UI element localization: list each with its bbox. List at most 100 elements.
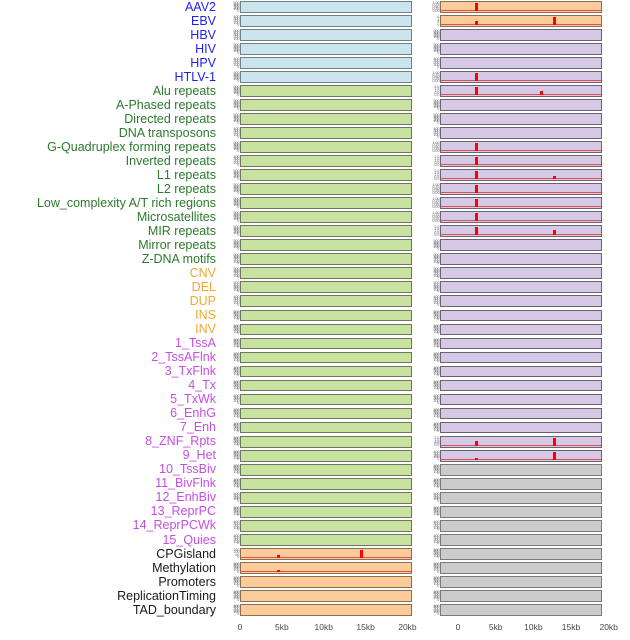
data-bar: [475, 157, 479, 166]
y-tick-label: 1.00: [432, 140, 439, 146]
track-panel-left: [240, 113, 412, 125]
track-panel-left: [240, 239, 412, 252]
track-column-left: 400 300 200 100 0: [222, 127, 422, 140]
track-panel-left: [240, 435, 412, 448]
y-tick-label: 0.5: [434, 174, 439, 179]
data-bar: [553, 175, 557, 180]
track-column-right: 500 400 300 200 100 0: [422, 99, 612, 111]
track-label-5-txwk: 5_TxWk: [0, 393, 222, 406]
y-tick-label: 100: [232, 342, 239, 348]
y-tick-label: 0.75: [432, 184, 439, 190]
track-column-right: 500 400 300 200 100 0: [422, 351, 612, 364]
x-tick-label: 0: [237, 622, 243, 632]
track-panel-right: [440, 169, 602, 182]
track-row: 8_ZNF_Rpts 500 400 300 200 100 0 2.0 1.5 1.0 0.5 0.…: [0, 435, 630, 448]
y-tick-label: 300: [232, 241, 239, 247]
y-tick-label: 500: [432, 476, 439, 482]
track-panel-left: [240, 211, 412, 224]
track-column-left: 500 400 300 200 100 0: [222, 85, 422, 97]
y-tick-label: 0.00: [432, 77, 439, 83]
y-tick-label: 400: [232, 30, 239, 35]
baseline: [241, 570, 411, 572]
y-tick-label: 400: [432, 448, 439, 454]
y-tick-label: 300: [232, 492, 239, 498]
track-row: CNV 500 400 300 200 100 0 500 400 300 200 100 0: [0, 267, 630, 280]
track-label-microsatellites: Microsatellites: [0, 211, 222, 223]
data-bar: [475, 227, 479, 236]
y-tick-label: 200: [432, 383, 439, 389]
y-tick-label: 400: [232, 590, 239, 596]
track-row: 3_TxFlnk 500 400 300 200 100 0 500 400 300 200 100 0: [0, 365, 630, 378]
y-tick-label: 100: [232, 356, 239, 362]
track-panel-left: [240, 295, 412, 308]
y-tick-label: 0: [236, 358, 239, 364]
y-tick-label: 100: [432, 328, 439, 334]
baseline: [241, 556, 411, 558]
y-tick-label: 1.5: [434, 86, 439, 91]
y-tick-label: 100: [232, 202, 239, 208]
y-tick-label: 500: [432, 42, 439, 47]
y-tick-label: 1.00: [432, 70, 439, 76]
y-tick-label: 1.5: [434, 226, 439, 232]
y-tick-label: 0.25: [432, 216, 439, 221]
y-axis-ticks: 500 400 300 200 100 0: [222, 281, 240, 293]
y-tick-label: 200: [432, 565, 439, 571]
y-tick-label: 400: [432, 282, 439, 287]
track-column-right: 1.00 0.75 0.50 0.25 0.00: [422, 197, 612, 210]
track-column-right: 500 400 300 200 100 0: [422, 589, 612, 602]
track-row: 4_Tx 500 400 300 200 100 0 500 400 300 200 100 0: [0, 379, 630, 392]
y-tick-label: 0: [236, 330, 239, 336]
track-row: 14_ReprPCWk 400 300 200 100 0 400 300 200 100 0: [0, 519, 630, 532]
track-panel-left: [240, 141, 412, 154]
y-tick-label: 400: [232, 408, 239, 414]
y-axis-ticks: 500 400 300 200 100 0: [422, 267, 440, 279]
y-tick-label: 2.0: [434, 84, 439, 90]
track-panel-left: [240, 1, 412, 13]
track-label-text: 11_BivFlnk: [155, 476, 216, 491]
y-axis-ticks: 500 400 300 200 100 0: [222, 309, 240, 322]
y-tick-label: 200: [232, 341, 239, 346]
y-tick-label: 400: [432, 366, 439, 371]
y-tick-label: 0.5: [434, 160, 439, 165]
y-tick-label: 200: [232, 4, 239, 10]
track-column-left: 500 400 300 200 100 0: [222, 225, 422, 238]
y-tick-label: 500: [432, 406, 439, 412]
track-label-tad-boundary: TAD_boundary: [0, 604, 222, 616]
y-axis-ticks: 500 400 300 200 100 0: [422, 365, 440, 378]
y-tick-label: 400: [232, 85, 239, 91]
track-label-ebv: EBV: [0, 15, 222, 27]
track-panel-right: [440, 1, 602, 13]
y-tick-label: 300: [432, 394, 439, 400]
track-panel-left: [240, 267, 412, 280]
y-tick-label: 0.25: [432, 202, 439, 207]
data-bar: [539, 91, 543, 95]
track-column-left: 500 400 300 200 100 0: [222, 463, 422, 476]
y-tick-label: 100: [432, 511, 439, 516]
y-tick-label: 200: [232, 229, 239, 234]
y-tick-label: 500: [432, 575, 439, 580]
y-tick-label: 200: [432, 257, 439, 262]
data-bar: [553, 437, 557, 446]
track-label-2-tssaflnk: 2_TssAFlnk: [0, 351, 222, 364]
y-tick-label: 200: [232, 509, 239, 515]
y-axis-ticks: 500 400 300 200 100 0: [222, 253, 240, 265]
y-tick-label: 100: [432, 398, 439, 404]
y-tick-label: 100: [232, 300, 239, 306]
track-column-right: 400 300 200 100 0: [422, 491, 612, 504]
y-tick-label: 0: [236, 274, 239, 279]
track-row: Methylation 500 400 300 200 100 0 500 400 300 200 1…: [0, 561, 630, 574]
track-panel-right: [440, 295, 602, 308]
track-panel-left: [240, 491, 412, 504]
track-panel-right: [440, 519, 602, 532]
track-column-right: 500 400 300 200 100 0: [422, 253, 612, 266]
y-tick-label: 400: [232, 268, 239, 273]
track-row: 5_TxWk 400 300 200 100 0 400 300 200 100 0: [0, 393, 630, 406]
y-tick-label: 0: [236, 344, 239, 350]
track-label-l2-repeats: L2 repeats: [0, 183, 222, 195]
y-tick-label: 200: [232, 411, 239, 417]
y-tick-label: 200: [232, 369, 239, 375]
y-axis-ticks: 500 400 300 200 100 0: [222, 71, 240, 83]
track-panel-left: [240, 547, 412, 560]
